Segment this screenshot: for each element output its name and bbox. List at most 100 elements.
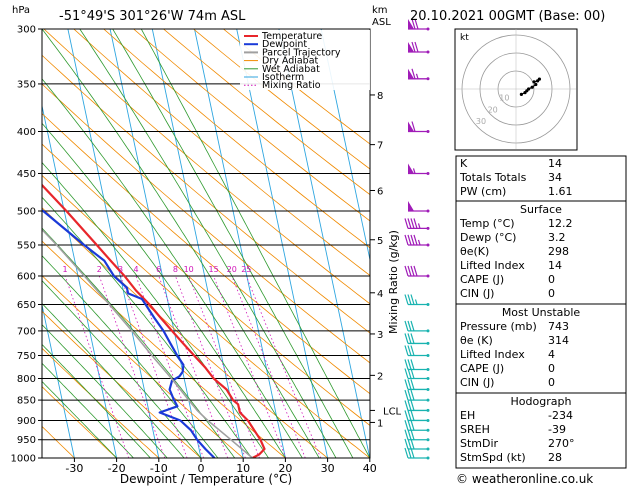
pressure-tick-label: 350 [17,79,36,90]
wind-barb-flag [405,333,408,343]
index-label: Lifted Index [460,348,525,361]
wind-barb-flag [411,359,414,369]
pressure-tick-label: 750 [17,351,36,362]
wind-barb-flag [405,439,408,449]
wind-barb [405,321,430,333]
mixing-ratio-label: 4 [133,265,138,274]
index-label: CAPE (J) [460,362,504,375]
index-value: 4 [548,348,555,361]
wind-barb-flag [414,218,417,228]
hodograph-point [531,86,534,89]
index-label: Temp (°C) [459,217,515,230]
wind-barb-flag [408,420,411,430]
wind-barbs [405,19,430,460]
wind-barb-flag [405,420,408,430]
hodograph-point [532,80,535,83]
wind-barb-flag [405,430,408,440]
wind-barb-flag [411,345,414,355]
wind-barb-flag [411,218,414,228]
wind-barb-dot [427,210,430,213]
wind-barb-half-flag [416,300,418,305]
wind-barb-flag [414,235,417,245]
parcel-trajectory [0,29,253,458]
wind-barb [405,266,430,278]
index-label: Totals Totals [459,171,527,184]
wind-barb-dot [427,447,430,450]
mixing-ratio-label: 15 [209,265,219,274]
wind-barb [405,410,430,422]
index-label: CIN (J) [460,287,494,300]
wind-barb-flag [411,266,414,276]
wind-barb-dot [427,438,430,441]
mixing-ratio-line [121,276,188,458]
altitude-tick-label: 5 [377,236,383,247]
dry-adiabat-line [0,29,285,458]
wind-barb-flag [411,410,414,420]
wind-barb-dot [427,419,430,422]
wind-barb [405,390,430,402]
wind-barb-flag [405,295,408,305]
wind-barb-flag [405,321,408,331]
index-label: Pressure (mb) [460,320,537,333]
pressure-tick-label: 600 [17,271,36,282]
wind-barb-flag [408,379,411,389]
wind-barb-flag [411,420,414,430]
index-value: 3.2 [548,231,566,244]
hodograph-point [520,93,523,96]
wind-barb-flag [408,235,411,245]
temperature-tick-label: 30 [321,462,335,475]
wind-barb-flag [408,400,411,410]
wind-barb-dot [427,377,430,380]
wind-barb-dot [427,354,430,357]
wind-barb [405,400,430,412]
wind-barb-half-flag [417,74,419,79]
dry-adiabat-line [0,29,496,458]
x-axis-title: Dewpoint / Temperature (°C) [120,472,292,486]
altitude-tick-label: 3 [377,330,383,341]
index-label: StmDir [460,437,499,450]
wind-barb-flag [405,368,408,378]
wind-barb-flag [408,218,411,228]
wind-barb-dot [427,342,430,345]
wind-barb-flag [411,235,414,245]
wind-barb [408,163,430,175]
temperature-tick-label: -30 [65,462,83,475]
wind-barb [405,368,430,380]
wind-barb-flag [415,42,418,52]
isotherm-line [237,29,328,458]
wind-barb-half-flag [414,168,416,173]
wind-barb [405,218,430,230]
altitude-tick-label: 7 [377,141,383,152]
index-value: 1.61 [548,185,573,198]
temperature-tick-label: 40 [363,462,377,475]
wind-barb-dot [427,409,430,412]
dry-adiabat-line [0,29,412,458]
wind-barb-dot [427,399,430,402]
altitude-tick-label: 8 [377,91,383,102]
index-label: CAPE (J) [460,273,504,286]
pressure-tick-label: 800 [17,374,36,385]
mixing-ratio-label: 25 [241,265,251,274]
hodograph-ring-label: 10 [499,94,509,103]
lcl-label: LCL [383,406,402,417]
wind-barb-flag [408,430,411,440]
station-location: -51°49'S 301°26'W 74m ASL [59,9,246,24]
datetime-title: 20.10.2021 00GMT (Base: 00) [410,9,605,24]
asl-axis-label: ASL [372,17,391,28]
hodograph-point [527,87,530,90]
index-value: 28 [548,451,562,464]
wind-barb [405,345,430,357]
index-value: -39 [548,423,566,436]
index-section-title: Hodograph [511,395,572,408]
index-label: StmSpd (kt) [460,451,526,464]
wet-adiabat-line [0,29,252,458]
wind-barb-dot [427,429,430,432]
wind-barb [405,235,430,247]
dry-adiabat-line [0,29,74,458]
wind-barb [408,201,430,213]
wind-barb [405,379,430,391]
